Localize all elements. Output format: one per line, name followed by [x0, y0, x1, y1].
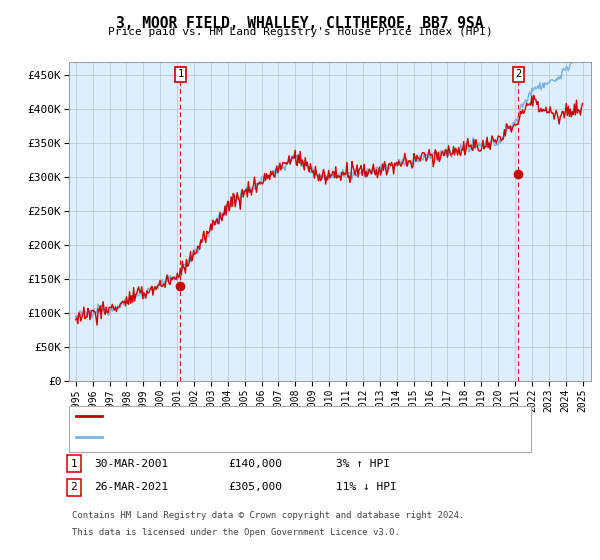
Text: Contains HM Land Registry data © Crown copyright and database right 2024.: Contains HM Land Registry data © Crown c…: [72, 511, 464, 520]
Text: 1: 1: [70, 459, 77, 469]
Text: Price paid vs. HM Land Registry's House Price Index (HPI): Price paid vs. HM Land Registry's House …: [107, 27, 493, 37]
Text: 30-MAR-2001: 30-MAR-2001: [94, 459, 169, 469]
Text: 3% ↑ HPI: 3% ↑ HPI: [336, 459, 390, 469]
Text: £140,000: £140,000: [228, 459, 282, 469]
Text: 3, MOOR FIELD, WHALLEY, CLITHEROE, BB7 9SA: 3, MOOR FIELD, WHALLEY, CLITHEROE, BB7 9…: [116, 16, 484, 31]
Text: 3, MOOR FIELD, WHALLEY, CLITHEROE, BB7 9SA (detached house): 3, MOOR FIELD, WHALLEY, CLITHEROE, BB7 9…: [105, 411, 474, 421]
Text: This data is licensed under the Open Government Licence v3.0.: This data is licensed under the Open Gov…: [72, 528, 400, 536]
Text: 1: 1: [178, 69, 184, 80]
Text: HPI: Average price, detached house, Ribble Valley: HPI: Average price, detached house, Ribb…: [105, 432, 411, 442]
Text: 26-MAR-2021: 26-MAR-2021: [94, 482, 169, 492]
Text: 2: 2: [70, 482, 77, 492]
Text: £305,000: £305,000: [228, 482, 282, 492]
Text: 2: 2: [515, 69, 521, 80]
Text: 11% ↓ HPI: 11% ↓ HPI: [336, 482, 397, 492]
